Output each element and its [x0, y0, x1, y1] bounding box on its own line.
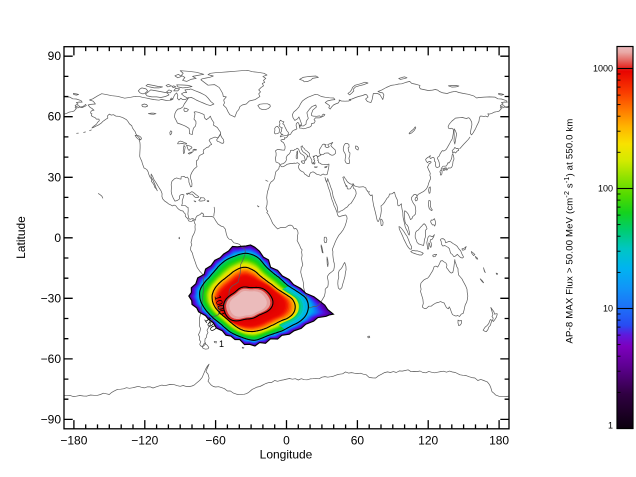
- svg-text:0: 0: [54, 231, 61, 245]
- svg-text:100: 100: [598, 184, 613, 194]
- svg-text:Longitude: Longitude: [260, 448, 313, 462]
- svg-text:0: 0: [283, 434, 290, 448]
- svg-text:10: 10: [603, 304, 613, 314]
- svg-text:−180: −180: [60, 434, 87, 448]
- svg-text:60: 60: [48, 110, 62, 124]
- svg-text:−60: −60: [205, 434, 226, 448]
- svg-text:180: 180: [489, 434, 509, 448]
- svg-text:60: 60: [351, 434, 365, 448]
- svg-text:AP-8 MAX Flux > 50.00 MeV (cm: AP-8 MAX Flux > 50.00 MeV (cm-2 s-1) at …: [564, 118, 575, 343]
- svg-text:−60: −60: [41, 352, 62, 366]
- svg-text:−90: −90: [41, 412, 62, 426]
- svg-text:1000: 1000: [593, 64, 613, 74]
- svg-text:−30: −30: [41, 291, 62, 305]
- svg-text:90: 90: [48, 49, 62, 63]
- svg-text:30: 30: [48, 170, 62, 184]
- svg-text:120: 120: [418, 434, 438, 448]
- svg-text:−120: −120: [131, 434, 158, 448]
- svg-text:1: 1: [219, 339, 224, 349]
- svg-text:1: 1: [608, 420, 613, 430]
- svg-text:Latitude: Latitude: [14, 216, 28, 259]
